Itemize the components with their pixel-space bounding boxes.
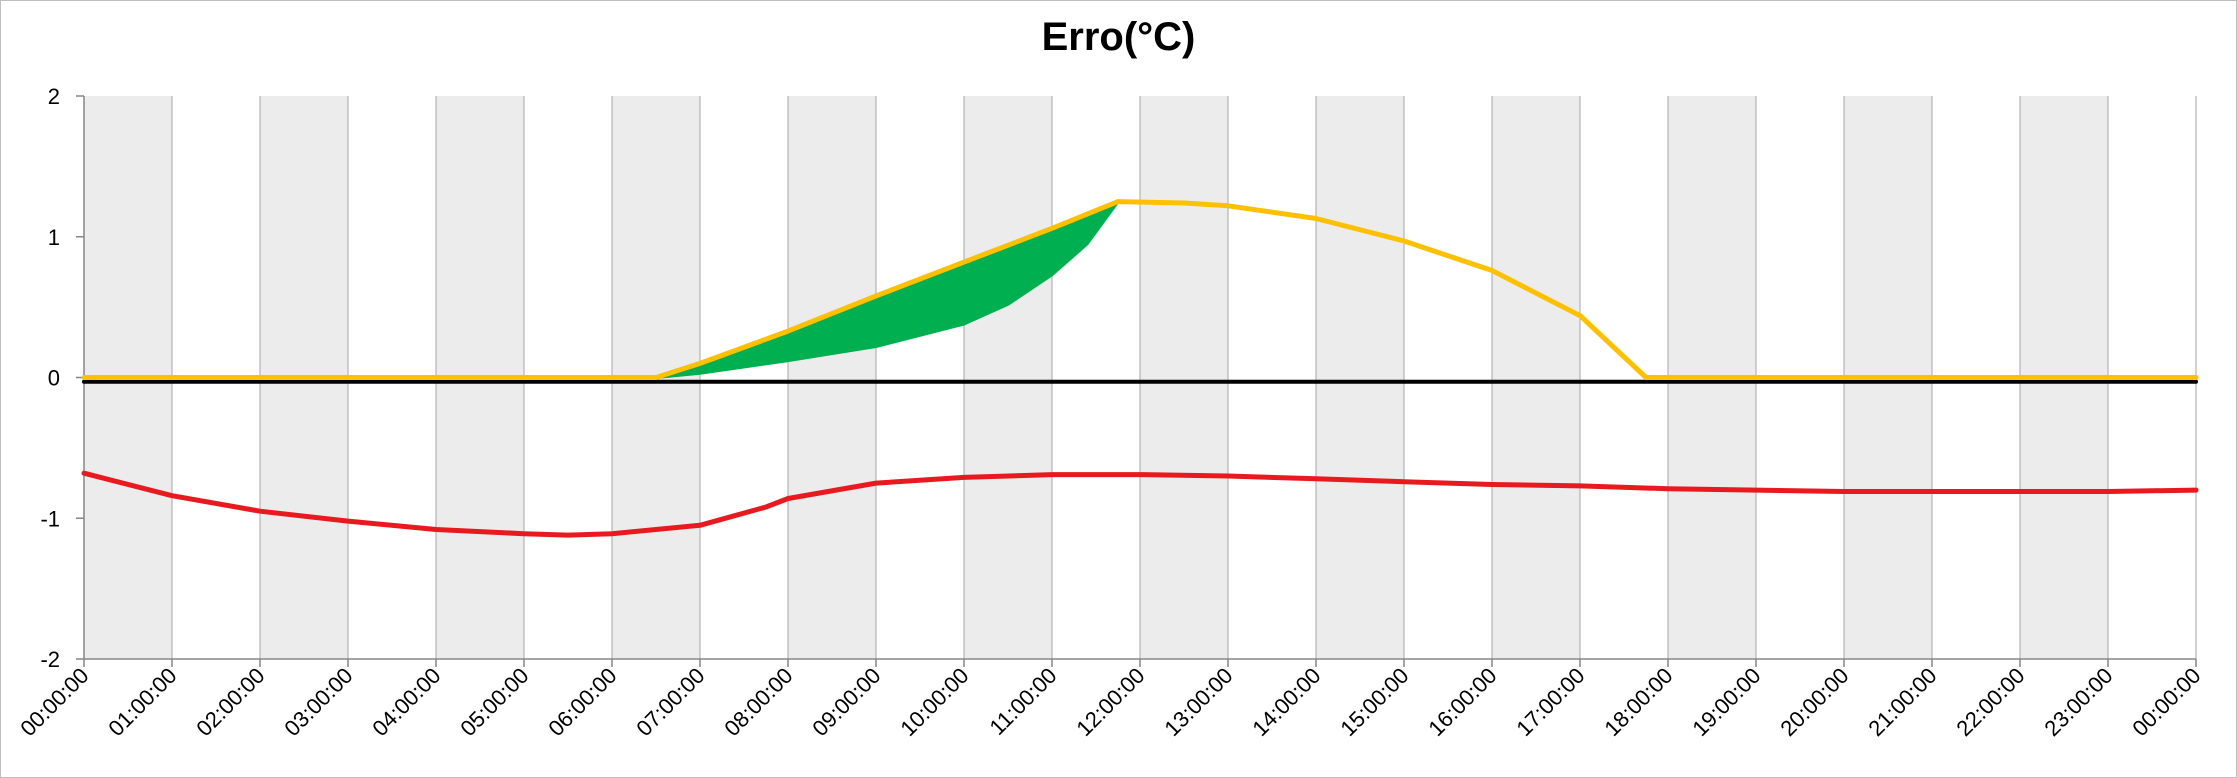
hour-band — [1140, 96, 1228, 659]
hour-band — [1492, 96, 1580, 659]
x-tick-label: 10:00:00 — [895, 663, 973, 741]
red-series-line — [81, 470, 2199, 538]
y-tick-label: -1 — [40, 506, 60, 531]
hour-band — [1316, 96, 1404, 659]
hour-band — [1052, 96, 1140, 659]
x-tick-label: 02:00:00 — [191, 663, 269, 741]
y-tick-labels: 2 1 0 -1 -2 — [40, 84, 60, 672]
y-tick-label: -2 — [40, 647, 60, 672]
x-tick-label: 13:00:00 — [1159, 663, 1237, 741]
x-tick-label: 00:00:00 — [15, 663, 93, 741]
x-tick-label: 16:00:00 — [1423, 663, 1501, 741]
y-tick-label: 2 — [48, 84, 60, 109]
hour-band — [876, 96, 964, 659]
x-tick-label: 01:00:00 — [103, 663, 181, 741]
x-tick-label: 04:00:00 — [367, 663, 445, 741]
x-tick-label: 17:00:00 — [1511, 663, 1589, 741]
x-tick-label: 21:00:00 — [1863, 663, 1941, 741]
x-tick-label: 08:00:00 — [719, 663, 797, 741]
y-tick-label: 1 — [48, 225, 60, 250]
x-tick-label: 09:00:00 — [807, 663, 885, 741]
x-tick-label: 14:00:00 — [1247, 663, 1325, 741]
x-tick-label: 11:00:00 — [984, 663, 1061, 740]
chart-title: Erro(°C) — [1041, 15, 1196, 59]
x-tick-label: 23:00:00 — [2039, 663, 2117, 741]
hour-band — [700, 96, 788, 659]
x-tick-label: 22:00:00 — [1951, 663, 2029, 741]
x-tick-labels: 00:00:00 01:00:00 02:00:00 03:00:00 04:00:00… — [15, 663, 2205, 741]
y-tick-label: 0 — [48, 366, 60, 391]
x-tick-label: 07:00:00 — [631, 663, 709, 741]
hour-band — [1228, 96, 1316, 659]
hour-band — [1404, 96, 1492, 659]
x-tick-label: 06:00:00 — [543, 663, 621, 741]
x-tick-label: 15:00:00 — [1335, 663, 1413, 741]
series-layer — [81, 199, 2199, 538]
yellow-series-line — [81, 199, 2199, 380]
x-tick-label: 19:00:00 — [1687, 663, 1765, 741]
hour-band — [788, 96, 876, 659]
x-tick-label: 18:00:00 — [1599, 663, 1677, 741]
hour-band — [964, 96, 1052, 659]
x-tick-label: 03:00:00 — [279, 663, 357, 741]
x-tick-label: 12:00:00 — [1071, 663, 1149, 741]
x-tick-label: 20:00:00 — [1775, 663, 1853, 741]
x-tick-label: 05:00:00 — [455, 663, 533, 741]
x-tick-label: 00:00:00 — [2127, 663, 2205, 741]
